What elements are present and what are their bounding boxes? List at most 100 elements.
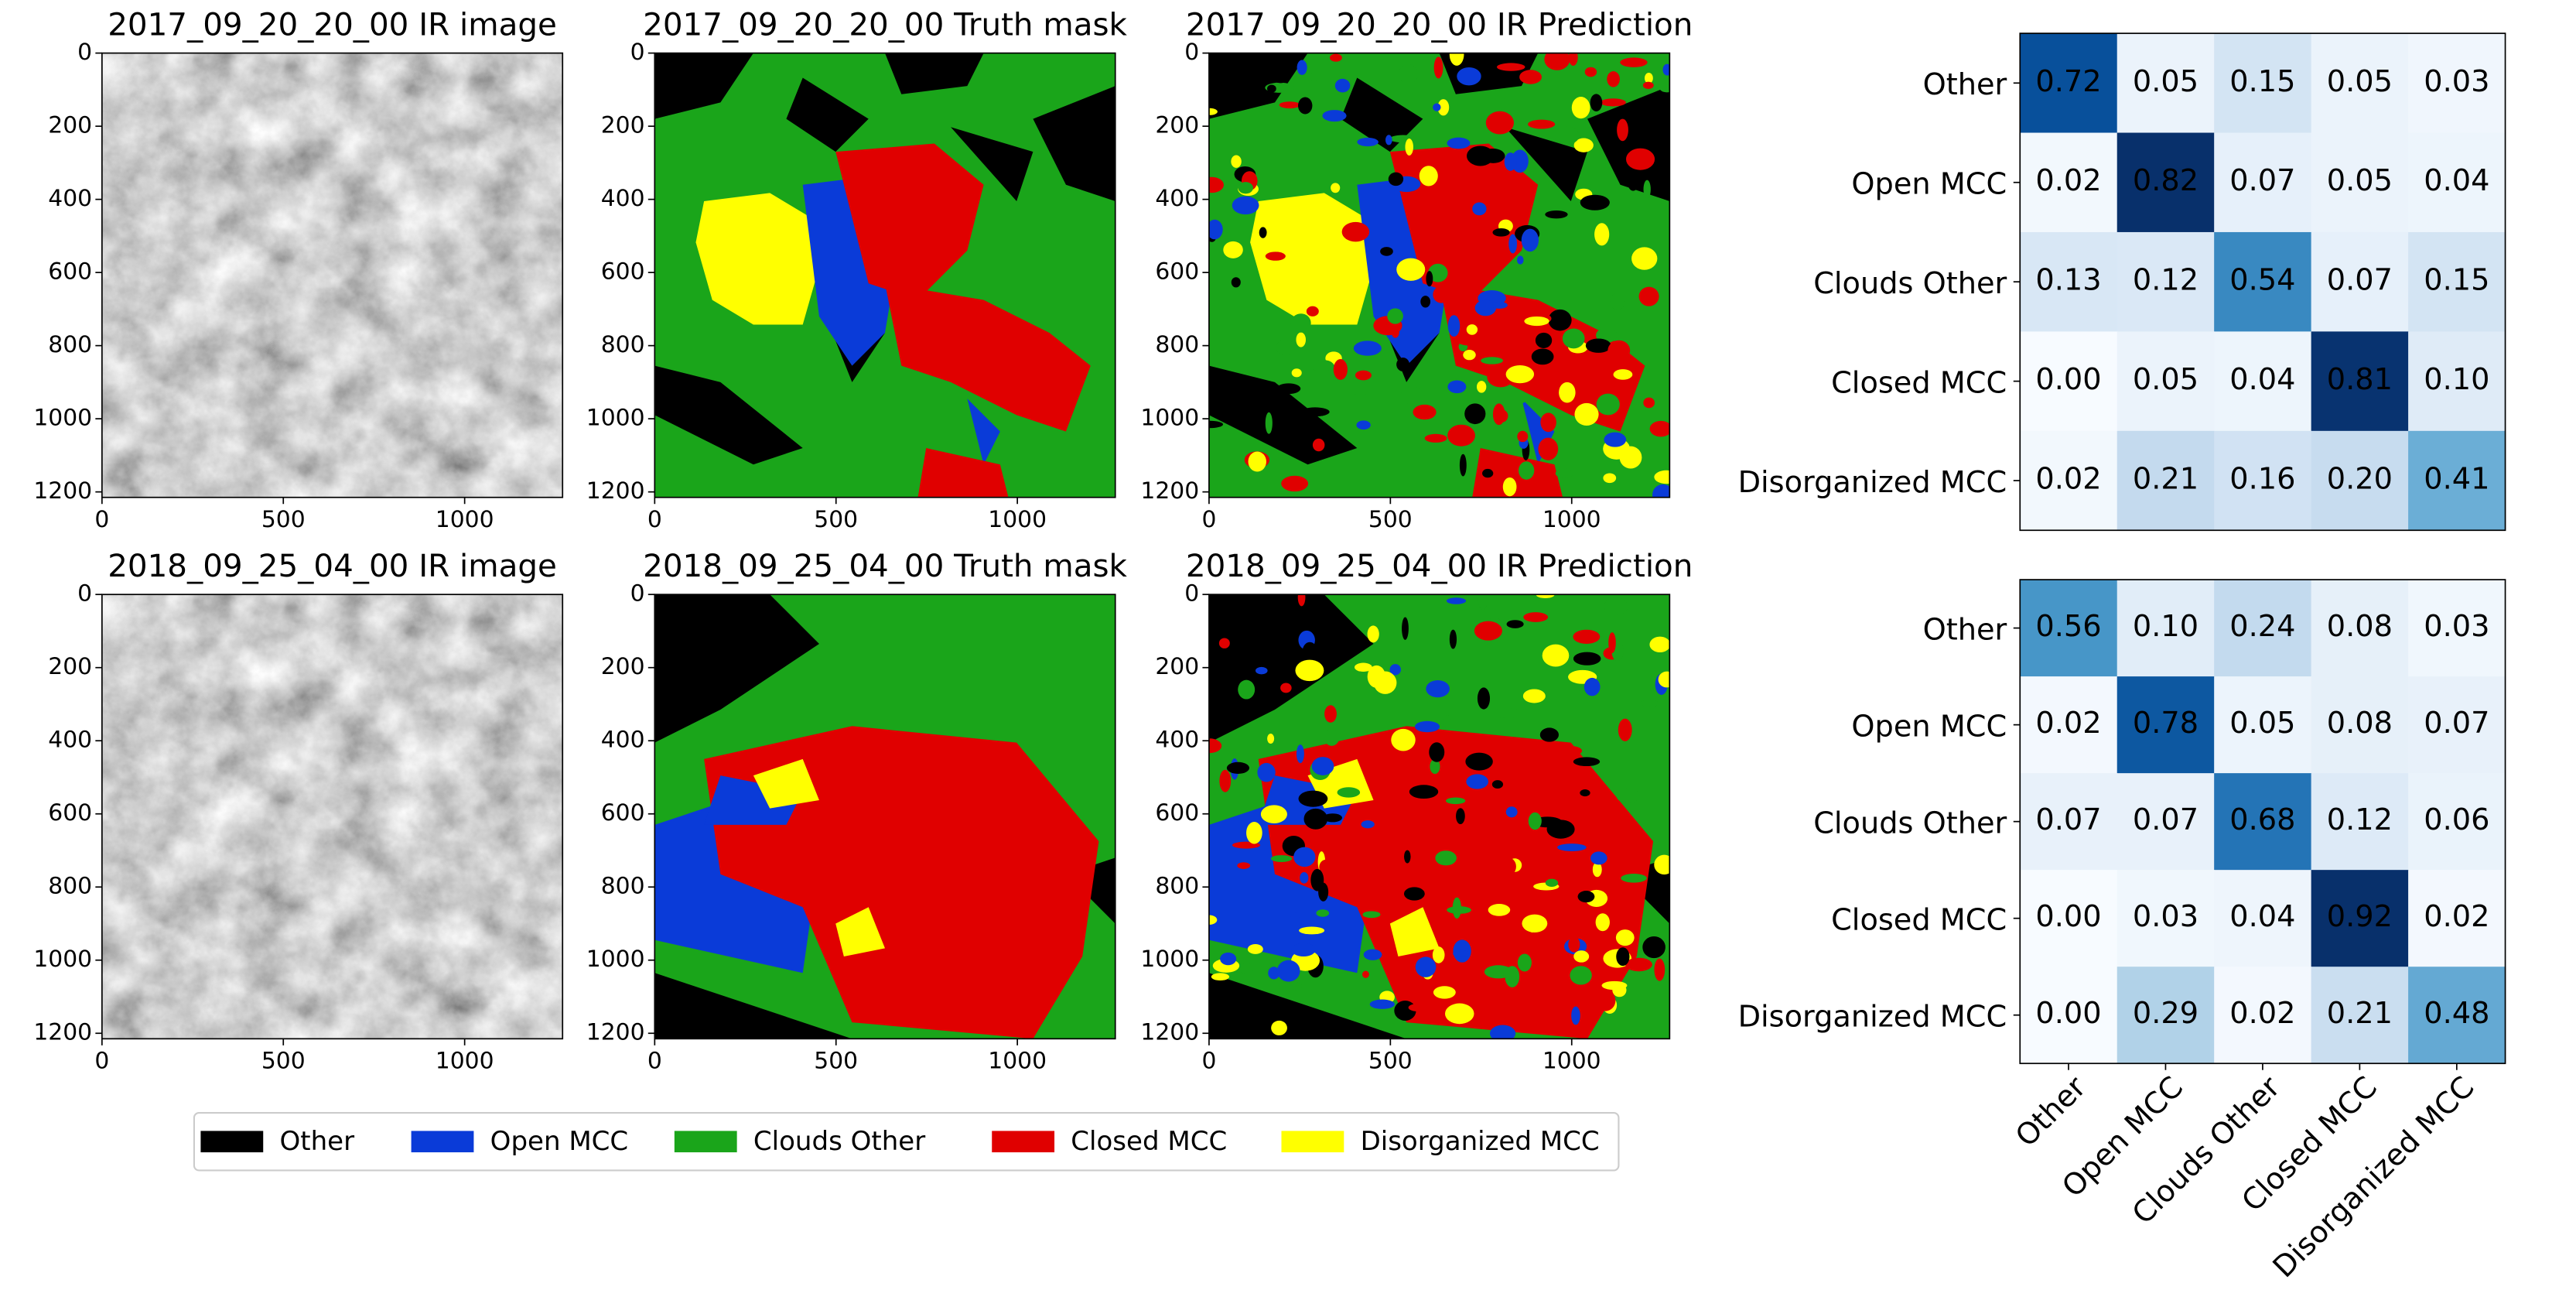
prediction-speckle	[1348, 379, 1373, 395]
prediction-speckle	[1501, 857, 1516, 876]
prediction-speckle	[1490, 1025, 1516, 1039]
heatmap-cell	[2116, 773, 2215, 871]
cell-label: 0.54	[2229, 263, 2295, 298]
x-tick-label: 1000	[436, 506, 494, 533]
heatmap-cell	[2214, 773, 2312, 871]
mask-region	[654, 53, 753, 119]
heatmap-cell	[2116, 967, 2215, 1064]
prediction-speckle	[1432, 946, 1445, 963]
prediction-speckle	[1641, 699, 1659, 707]
prediction-speckle	[1642, 936, 1666, 959]
prediction-speckle	[1341, 221, 1370, 242]
cell-label: 0.78	[2133, 706, 2198, 741]
prediction-speckle	[1309, 359, 1334, 371]
row-label: Closed MCC	[1831, 365, 2007, 400]
mask-region	[1258, 726, 1654, 1039]
prediction-speckle	[1420, 296, 1431, 308]
prediction-speckle	[1361, 970, 1369, 978]
heatmap-cell	[2214, 33, 2312, 134]
heatmap-cell	[2214, 870, 2312, 967]
mask-region	[1208, 973, 1407, 1039]
cell-label: 0.05	[2327, 163, 2393, 198]
prediction-speckle	[1324, 730, 1340, 746]
prediction-speckle	[1604, 432, 1627, 447]
prediction-speckle	[1642, 81, 1654, 89]
prediction-speckle	[1607, 71, 1620, 87]
prediction-speckle	[1491, 301, 1508, 309]
legend: Other Open MCC Clouds Other Closed MCC Disor…	[193, 1111, 1620, 1172]
image-panel: 0 500 1000 0 200 400 600 800 1000 1200 2017_09_20_…	[586, 6, 1128, 533]
mask-region	[885, 283, 1091, 432]
prediction-speckle	[1331, 183, 1341, 193]
prediction-speckle	[1481, 357, 1503, 364]
y-tick-label: 800	[601, 873, 645, 900]
prediction-speckle	[1446, 797, 1466, 805]
prediction-speckle	[1252, 601, 1273, 618]
x-tick-label: 1000	[988, 506, 1047, 533]
y-tick-label: 0	[77, 580, 92, 607]
mask-region	[695, 193, 819, 325]
prediction-speckle	[1616, 947, 1630, 967]
prediction-speckle	[1299, 926, 1325, 935]
mask-region	[704, 726, 1099, 1039]
panel-title: 2017_09_20_20_00 Truth mask	[643, 6, 1127, 43]
legend-swatch	[674, 1131, 737, 1153]
y-tick-label: 400	[48, 185, 92, 212]
prediction-speckle	[1649, 420, 1670, 437]
panel-frame	[1208, 52, 1671, 498]
prediction-speckle	[1318, 882, 1329, 902]
cell-label: 0.13	[2035, 263, 2101, 298]
cell-label: 0.02	[2035, 163, 2101, 198]
prediction-speckle	[1300, 871, 1309, 884]
cell-label: 0.68	[2229, 802, 2295, 837]
cell-label: 0.15	[2229, 64, 2295, 99]
mask-region	[1472, 447, 1563, 498]
cell-label: 0.21	[2133, 462, 2198, 497]
prediction-speckle	[1595, 913, 1610, 932]
x-tick-label: 1000	[988, 1048, 1047, 1075]
row-label: Clouds Other	[1813, 266, 2007, 301]
prediction-speckle	[1519, 70, 1542, 84]
y-tick-label: 1000	[586, 946, 645, 973]
prediction-speckle	[1546, 820, 1575, 839]
prediction-speckle	[1477, 381, 1487, 393]
prediction-speckle	[1618, 718, 1632, 741]
prediction-speckle	[1429, 742, 1445, 762]
heatmap-cell	[2311, 33, 2409, 134]
prediction-speckle	[1208, 420, 1224, 429]
prediction-speckle	[1496, 63, 1525, 71]
cell-label: 0.20	[2327, 462, 2393, 497]
prediction-speckle	[1433, 56, 1443, 79]
cell-label: 0.02	[2035, 706, 2101, 741]
mask-region	[835, 143, 984, 300]
prediction-speckle	[1553, 126, 1580, 145]
heatmap-cell	[2116, 132, 2215, 233]
mask-region	[654, 973, 852, 1039]
legend-swatch	[992, 1131, 1055, 1153]
panel-frame	[101, 52, 564, 498]
mask-region	[654, 594, 819, 743]
heatmap-cell	[2311, 870, 2409, 967]
prediction-speckle	[1388, 172, 1404, 186]
prediction-speckle	[1296, 744, 1304, 764]
heatmap-cell	[2116, 430, 2215, 531]
y-tick-label: 600	[601, 258, 645, 286]
prediction-speckle	[1380, 247, 1393, 256]
heatmap-cell	[2408, 430, 2506, 531]
prediction-speckle	[1248, 451, 1266, 472]
heatmap-cell	[2311, 580, 2409, 677]
prediction-speckle	[1545, 878, 1559, 887]
image-panel: 0 500 1000 0 200 400 600 800 1000 1200 2017_09_20_…	[33, 6, 564, 533]
prediction-speckle	[1385, 135, 1392, 145]
prediction-speckle	[1485, 111, 1514, 135]
cell-label: 0.07	[2133, 802, 2198, 837]
prediction-speckle	[1542, 644, 1570, 667]
cell-label: 0.72	[2035, 64, 2101, 99]
prediction-speckle	[1242, 631, 1251, 647]
prediction-speckle	[1643, 397, 1655, 409]
image-content	[654, 53, 1115, 498]
prediction-speckle	[1403, 887, 1425, 901]
prediction-speckle	[1323, 813, 1342, 823]
prediction-speckle	[1548, 309, 1572, 331]
cell-label: 0.21	[2327, 996, 2393, 1031]
